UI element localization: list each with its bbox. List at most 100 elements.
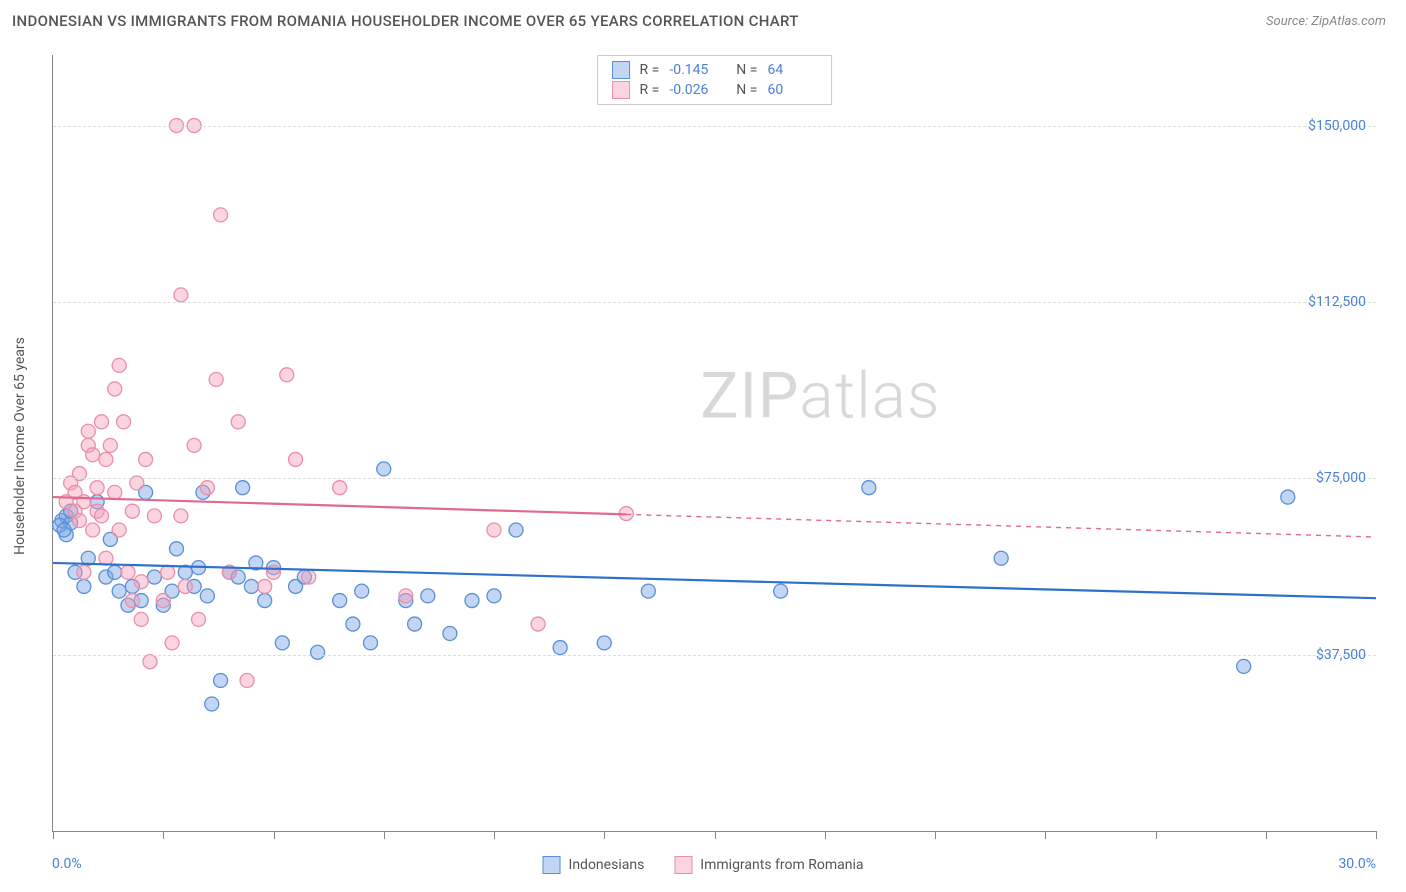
stat-r-label: R =: [640, 82, 660, 98]
data-point: [117, 415, 131, 429]
x-tick: [163, 831, 164, 839]
gridline: [53, 126, 1376, 127]
legend-item: Indonesians: [543, 856, 645, 874]
data-point: [258, 594, 272, 608]
data-point: [112, 523, 126, 537]
data-point: [147, 570, 161, 584]
data-point: [112, 358, 126, 372]
data-point: [77, 565, 91, 579]
data-point: [81, 424, 95, 438]
x-tick: [1156, 831, 1157, 839]
data-point: [214, 674, 228, 688]
data-point: [200, 481, 214, 495]
data-point: [408, 617, 422, 631]
data-point: [200, 589, 214, 603]
data-point: [267, 565, 281, 579]
data-point: [1237, 659, 1251, 673]
chart-legend: Indonesians Immigrants from Romania: [543, 856, 864, 874]
y-tick-label: $112,500: [1308, 294, 1366, 310]
data-point: [169, 542, 183, 556]
legend-item: Immigrants from Romania: [674, 856, 863, 874]
data-point: [174, 509, 188, 523]
x-tick: [1376, 831, 1377, 839]
data-point: [86, 448, 100, 462]
plot-area: ZIPatlas R =-0.145 N =64R =-0.026 N =60 …: [52, 55, 1376, 832]
data-point: [143, 655, 157, 669]
data-point: [174, 288, 188, 302]
data-point: [108, 565, 122, 579]
stat-n-value: 60: [767, 82, 817, 98]
x-tick: [1045, 831, 1046, 839]
data-point: [275, 636, 289, 650]
data-point: [531, 617, 545, 631]
data-point: [125, 504, 139, 518]
data-point: [597, 636, 611, 650]
data-point: [112, 584, 126, 598]
data-point: [156, 594, 170, 608]
stats-row: R =-0.026 N =60: [612, 80, 818, 100]
data-point: [95, 415, 109, 429]
chart-svg: [53, 55, 1376, 831]
data-point: [147, 509, 161, 523]
correlation-stats-box: R =-0.145 N =64R =-0.026 N =60: [597, 55, 833, 105]
chart-container: INDONESIAN VS IMMIGRANTS FROM ROMANIA HO…: [0, 0, 1406, 892]
data-point: [99, 452, 113, 466]
x-tick: [384, 831, 385, 839]
data-point: [280, 368, 294, 382]
data-point: [121, 565, 135, 579]
data-point: [214, 208, 228, 222]
data-point: [1281, 490, 1295, 504]
data-point: [108, 382, 122, 396]
data-point: [862, 481, 876, 495]
data-point: [364, 636, 378, 650]
data-point: [244, 579, 258, 593]
data-point: [178, 579, 192, 593]
trend-line-extrapolated: [626, 514, 1376, 537]
gridline: [53, 655, 1376, 656]
x-tick: [715, 831, 716, 839]
data-point: [236, 481, 250, 495]
legend-swatch: [612, 61, 630, 79]
data-point: [994, 551, 1008, 565]
data-point: [641, 584, 655, 598]
x-axis-min-label: 0.0%: [52, 856, 82, 872]
source-attribution: Source: ZipAtlas.com: [1266, 14, 1386, 29]
data-point: [108, 485, 122, 499]
data-point: [258, 579, 272, 593]
legend-label: Immigrants from Romania: [700, 857, 863, 873]
legend-swatch: [674, 856, 692, 874]
x-tick: [274, 831, 275, 839]
data-point: [443, 626, 457, 640]
data-point: [465, 594, 479, 608]
data-point: [192, 612, 206, 626]
data-point: [187, 438, 201, 452]
data-point: [377, 462, 391, 476]
stat-n-label: N =: [729, 62, 757, 78]
data-point: [399, 589, 413, 603]
legend-swatch: [543, 856, 561, 874]
gridline: [53, 478, 1376, 479]
data-point: [774, 584, 788, 598]
data-point: [77, 579, 91, 593]
data-point: [355, 584, 369, 598]
legend-swatch: [612, 81, 630, 99]
data-point: [509, 523, 523, 537]
stats-row: R =-0.145 N =64: [612, 60, 818, 80]
chart-title: INDONESIAN VS IMMIGRANTS FROM ROMANIA HO…: [12, 12, 799, 30]
gridline: [53, 302, 1376, 303]
data-point: [231, 415, 245, 429]
data-point: [346, 617, 360, 631]
data-point: [90, 481, 104, 495]
data-point: [209, 373, 223, 387]
data-point: [125, 594, 139, 608]
stat-r-value: -0.145: [669, 62, 719, 78]
stat-n-label: N =: [729, 82, 757, 98]
data-point: [311, 645, 325, 659]
x-tick: [494, 831, 495, 839]
data-point: [487, 589, 501, 603]
data-point: [161, 565, 175, 579]
data-point: [134, 575, 148, 589]
data-point: [302, 570, 316, 584]
x-tick: [604, 831, 605, 839]
data-point: [289, 452, 303, 466]
